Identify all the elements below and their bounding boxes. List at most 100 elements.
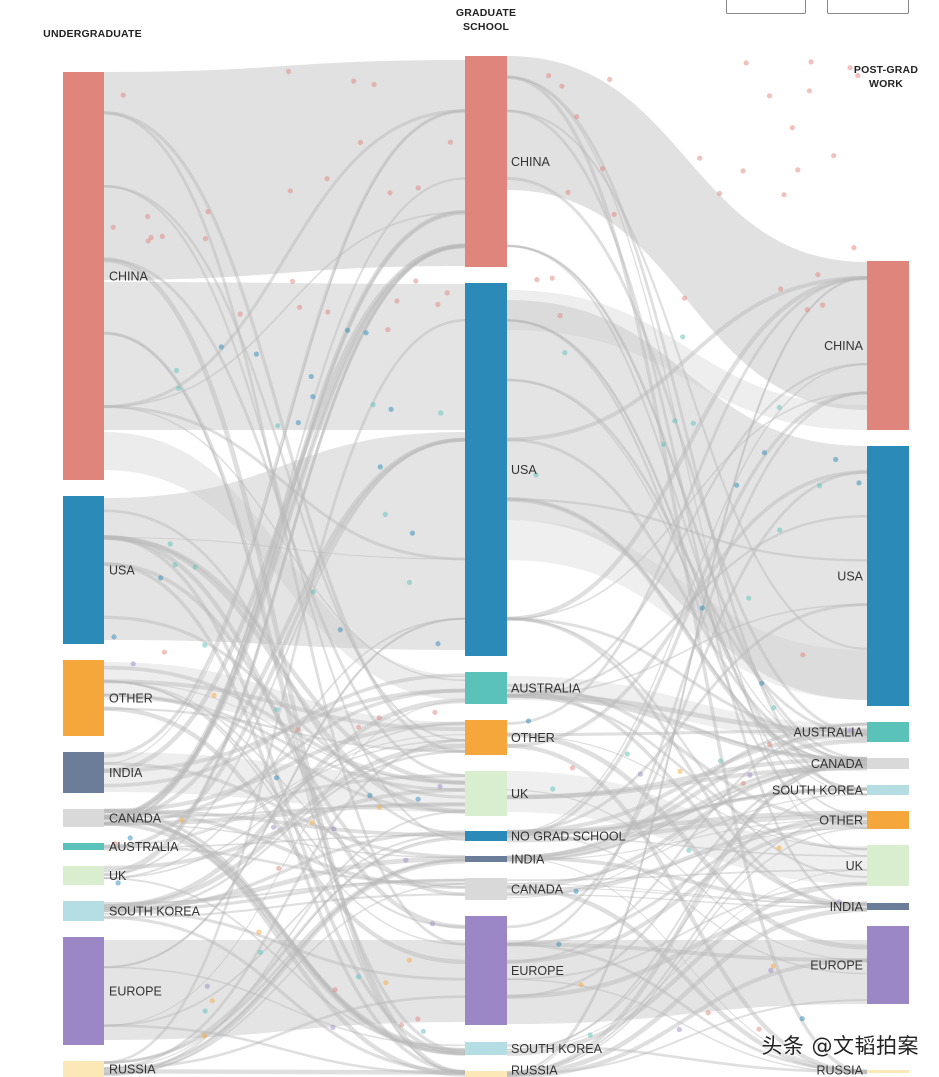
pg-node-usa[interactable]	[867, 446, 909, 706]
minor-flow-link	[103, 698, 466, 910]
flow-particle	[112, 841, 118, 847]
minor-flow-link	[103, 893, 466, 919]
flow-particle	[637, 771, 644, 777]
pg-node-other[interactable]	[867, 811, 909, 829]
flow-particle	[371, 81, 377, 88]
minor-flow-link	[506, 734, 868, 850]
gr-node-china[interactable]	[465, 56, 507, 267]
pg-label-china: CHINA	[824, 339, 864, 353]
minor-flow-link	[103, 680, 466, 946]
pg-node-china[interactable]	[867, 261, 909, 430]
pg-label-usa: USA	[837, 569, 863, 583]
minor-flow-link	[506, 379, 868, 762]
postgrad-title: POST-GRAD WORK	[836, 63, 936, 91]
pg-node-europe[interactable]	[867, 926, 909, 1004]
pg-node-south-korea[interactable]	[867, 785, 909, 795]
flow-particle	[573, 888, 579, 894]
pg-node-australia[interactable]	[867, 722, 909, 742]
ug-node-uk[interactable]	[63, 866, 104, 885]
flow-particle	[308, 373, 314, 380]
minor-flow-link	[103, 834, 466, 849]
ug-node-other[interactable]	[63, 660, 104, 736]
postgrad-title-line1: POST-GRAD	[853, 64, 919, 76]
minor-flow-link	[506, 907, 868, 1077]
flow-usa-usa	[104, 432, 465, 650]
minor-flow-link	[506, 942, 868, 963]
gr-node-russia[interactable]	[465, 1071, 507, 1077]
minor-flow-link	[506, 319, 868, 791]
pg-label-russia: RUSSIA	[816, 1063, 863, 1077]
top-control-1[interactable]	[726, 0, 806, 14]
flow-particle	[345, 327, 351, 333]
ug-node-south-korea[interactable]	[63, 901, 104, 921]
minor-flow-link	[103, 680, 466, 929]
minor-flow-link	[103, 535, 466, 930]
minor-flow-link	[506, 319, 868, 830]
minor-flow-link	[506, 884, 868, 1075]
flow-particle	[781, 192, 787, 198]
pg-node-uk[interactable]	[867, 845, 909, 886]
flow-particle	[607, 76, 613, 82]
minor-flow-link	[506, 881, 868, 1056]
flow-particle	[209, 998, 215, 1004]
flow-particle	[387, 190, 393, 196]
flow-particle	[734, 482, 740, 488]
pg-node-russia[interactable]	[867, 1070, 909, 1073]
minor-flow-link	[506, 813, 868, 843]
flow-particle	[253, 351, 259, 357]
minor-flow-link	[103, 111, 466, 754]
gr-node-other[interactable]	[465, 720, 507, 755]
flow-particle	[310, 589, 316, 595]
minor-flow-link	[103, 966, 466, 1047]
gr-node-india[interactable]	[465, 856, 507, 862]
ug-node-russia[interactable]	[63, 1061, 104, 1077]
pg-node-india[interactable]	[867, 903, 909, 910]
minor-flow-link	[103, 615, 466, 799]
flow-particle	[766, 93, 773, 99]
flow-particle	[660, 441, 667, 447]
flow-particle	[833, 456, 839, 463]
flow-particle	[192, 564, 198, 570]
minor-flow-link	[103, 673, 466, 788]
pg-node-canada[interactable]	[867, 758, 909, 769]
minor-flow-link	[506, 498, 868, 766]
gr-node-south-korea[interactable]	[465, 1042, 507, 1055]
minor-flow-link	[103, 915, 466, 1074]
minor-flow-link	[506, 788, 868, 834]
minor-flow-link	[103, 830, 466, 912]
minor-flow-link	[103, 810, 466, 1076]
gr-node-no-grad-school[interactable]	[465, 831, 507, 841]
ug-node-canada[interactable]	[63, 809, 104, 827]
flow-particle	[351, 78, 357, 84]
gr-node-europe[interactable]	[465, 916, 507, 1025]
minor-flow-link	[103, 111, 466, 946]
ug-node-europe[interactable]	[63, 937, 104, 1045]
minor-flow-link	[103, 617, 466, 880]
ug-node-china[interactable]	[63, 72, 104, 480]
gr-node-australia[interactable]	[465, 672, 507, 704]
flow-particle	[546, 73, 552, 79]
flow-particle	[525, 718, 532, 724]
ug-node-usa[interactable]	[63, 496, 104, 644]
gr-node-uk[interactable]	[465, 771, 507, 816]
minor-flow-link	[103, 858, 466, 1064]
minor-flow-link	[103, 837, 466, 1064]
gr-node-usa[interactable]	[465, 283, 507, 656]
minor-flow-link	[506, 893, 868, 908]
minor-flow-link	[506, 767, 868, 862]
flow-particle	[120, 92, 126, 98]
ug-label-south-korea: SOUTH KOREA	[109, 904, 201, 918]
minor-flow-link	[103, 331, 466, 1054]
ug-node-australia[interactable]	[63, 843, 104, 850]
flow-particle	[145, 238, 151, 244]
minor-flow-link	[506, 999, 868, 1076]
minor-flow-link	[103, 318, 466, 1064]
gr-node-canada[interactable]	[465, 878, 507, 900]
flow-particle	[325, 309, 331, 315]
flow-particle	[324, 176, 330, 182]
flow-particle	[173, 367, 180, 374]
top-control-2[interactable]	[827, 0, 909, 14]
ug-node-india[interactable]	[63, 752, 104, 793]
minor-flow-link	[506, 901, 868, 999]
